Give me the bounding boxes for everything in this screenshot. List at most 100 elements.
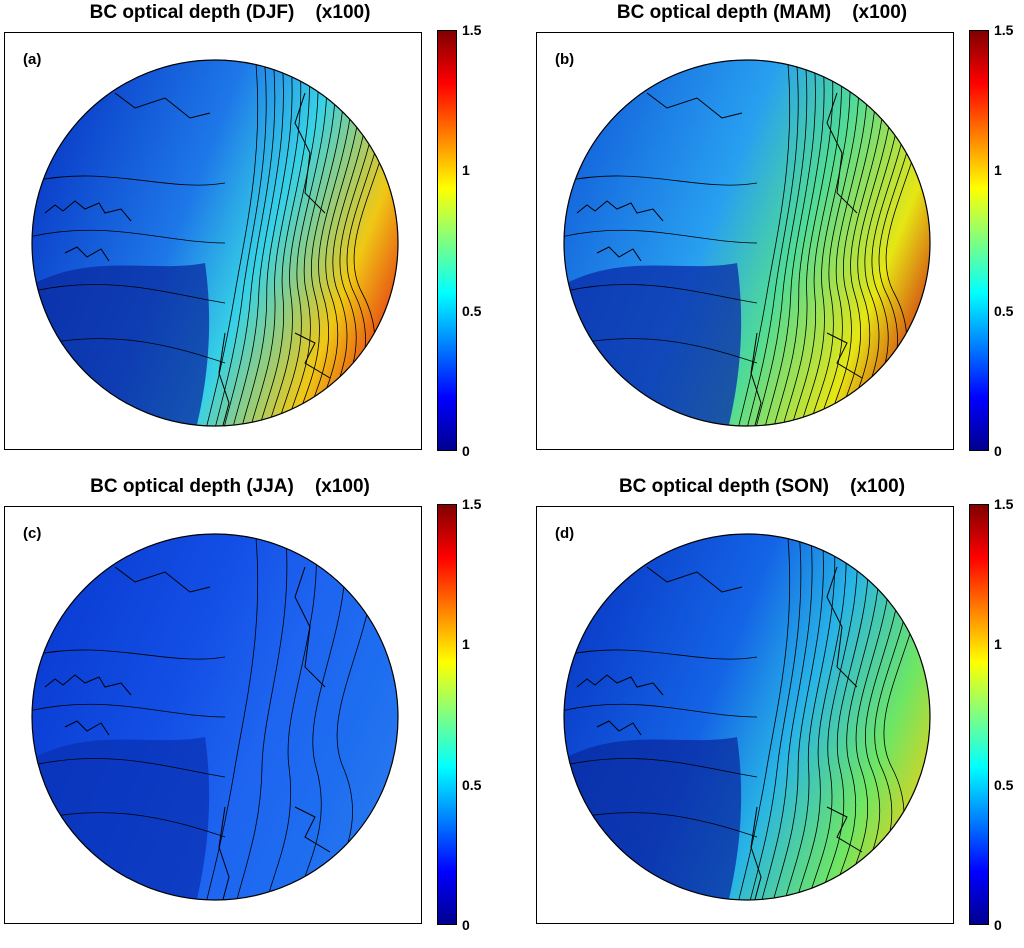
contour-line [564,229,758,244]
contour-line [771,60,825,426]
low-value-region [564,737,742,900]
contour-line [564,758,758,778]
colorbar-tick-label: 1.5 [462,496,482,512]
low-value-region [564,263,742,426]
contour-line [234,534,288,900]
contour-line [817,534,870,900]
colorbar-tick-label: 0 [462,917,470,933]
contour-line [745,60,799,426]
colorbar-tick-label: 1.5 [994,22,1014,38]
colorbar [969,30,989,451]
contour-line [213,60,267,426]
contour-line [257,60,310,426]
contour-line [840,534,893,900]
map-boundary [31,59,399,427]
colorbar-tick-label: 0 [994,443,1002,459]
contour-line [32,758,226,778]
map-panel-mam: BC optical depth (MAM) (x100) (b) 1.5 1 0.5 0 [532,0,1024,474]
contour-line [32,703,226,718]
colorbar-tick-label: 0 [462,443,470,459]
map-boundary [31,533,399,901]
panel-letter: (a) [23,51,42,68]
contour-line [264,534,317,900]
panel-title: BC optical depth (SON) (x100) [618,476,906,497]
colorbar-tick-label: 0 [994,917,1002,933]
polar-map [31,533,399,901]
map-panel-djf: BC optical depth (DJF) (x100) (a) 1.5 1 0.5 0 [0,0,512,474]
coastline [44,92,331,426]
map-frame: (d) [536,506,954,924]
contour-line [780,60,834,426]
polar-map [563,533,931,901]
panel-letter: (d) [555,525,575,542]
panel-letter: (b) [555,51,575,68]
colorbar-tick-label: 1 [462,636,470,652]
contour-line [824,60,877,426]
contour-line [736,534,791,900]
contour-line [748,534,802,900]
contour-line [789,60,842,426]
contour-line [564,649,758,660]
contour-line [564,284,758,304]
contour-line [294,534,347,900]
contour-line [239,60,293,426]
contour-line [771,534,824,900]
contour-line [794,534,847,900]
colorbar [969,504,989,925]
contour-line [805,534,858,900]
colorbar-tick-label: 0.5 [462,303,482,319]
panel-title: BC optical depth (DJF) (x100) [89,2,371,23]
panel-title: BC optical depth (JJA) (x100) [90,476,370,497]
contour-line [32,284,226,304]
low-value-region [32,737,210,900]
map-frame: (c) [4,506,422,924]
contour-line [301,60,354,426]
colorbar-tick-label: 0.5 [462,777,482,793]
colorbar [437,504,457,925]
contour-line [32,649,226,660]
contour-line [763,60,816,426]
contour-line [759,534,813,900]
contour-line [816,60,868,426]
map-frame: (a) [4,32,422,450]
contour-line [204,534,259,900]
panel-letter: (c) [23,525,42,542]
colorbar-tick-label: 1 [994,636,1002,652]
contour-line [32,229,226,244]
colorbar-tick-label: 1.5 [462,22,482,38]
contour-line [564,703,758,718]
contour-line [736,60,791,426]
colorbar-tick-label: 1 [462,162,470,178]
colorbar-tick-label: 0.5 [994,303,1014,319]
map-boundary [563,59,931,427]
contour-line [284,60,336,426]
contour-line [833,60,886,426]
panel-title: BC optical depth (MAM) (x100) [616,2,908,23]
colorbar-tick-label: 1 [994,162,1002,178]
coastline [44,566,331,900]
coastline [576,92,863,426]
polar-map [563,59,931,427]
contour-line [231,60,284,426]
contour-line [828,534,881,900]
contour-line [275,60,328,426]
contour-line [798,60,851,426]
contour-line [204,60,259,426]
contour-line [807,60,860,426]
low-value-region [32,263,210,426]
polar-map [31,59,399,427]
contour-line [292,60,345,426]
contour-line [564,175,758,186]
colorbar-tick-label: 1.5 [994,496,1014,512]
map-frame: (b) [536,32,954,450]
colorbar-tick-label: 0.5 [994,777,1014,793]
coastline [576,566,863,900]
colorbar [437,30,457,451]
contour-line [754,60,808,426]
map-panel-jja: BC optical depth (JJA) (x100) (c) 1.5 1 0.5 0 [0,474,512,948]
contour-line [266,60,319,426]
contour-line [32,175,226,186]
map-panel-son: BC optical depth (SON) (x100) (d) 1.5 1 0.5 0 [532,474,1024,948]
contour-line [248,60,302,426]
contour-line [222,60,276,426]
